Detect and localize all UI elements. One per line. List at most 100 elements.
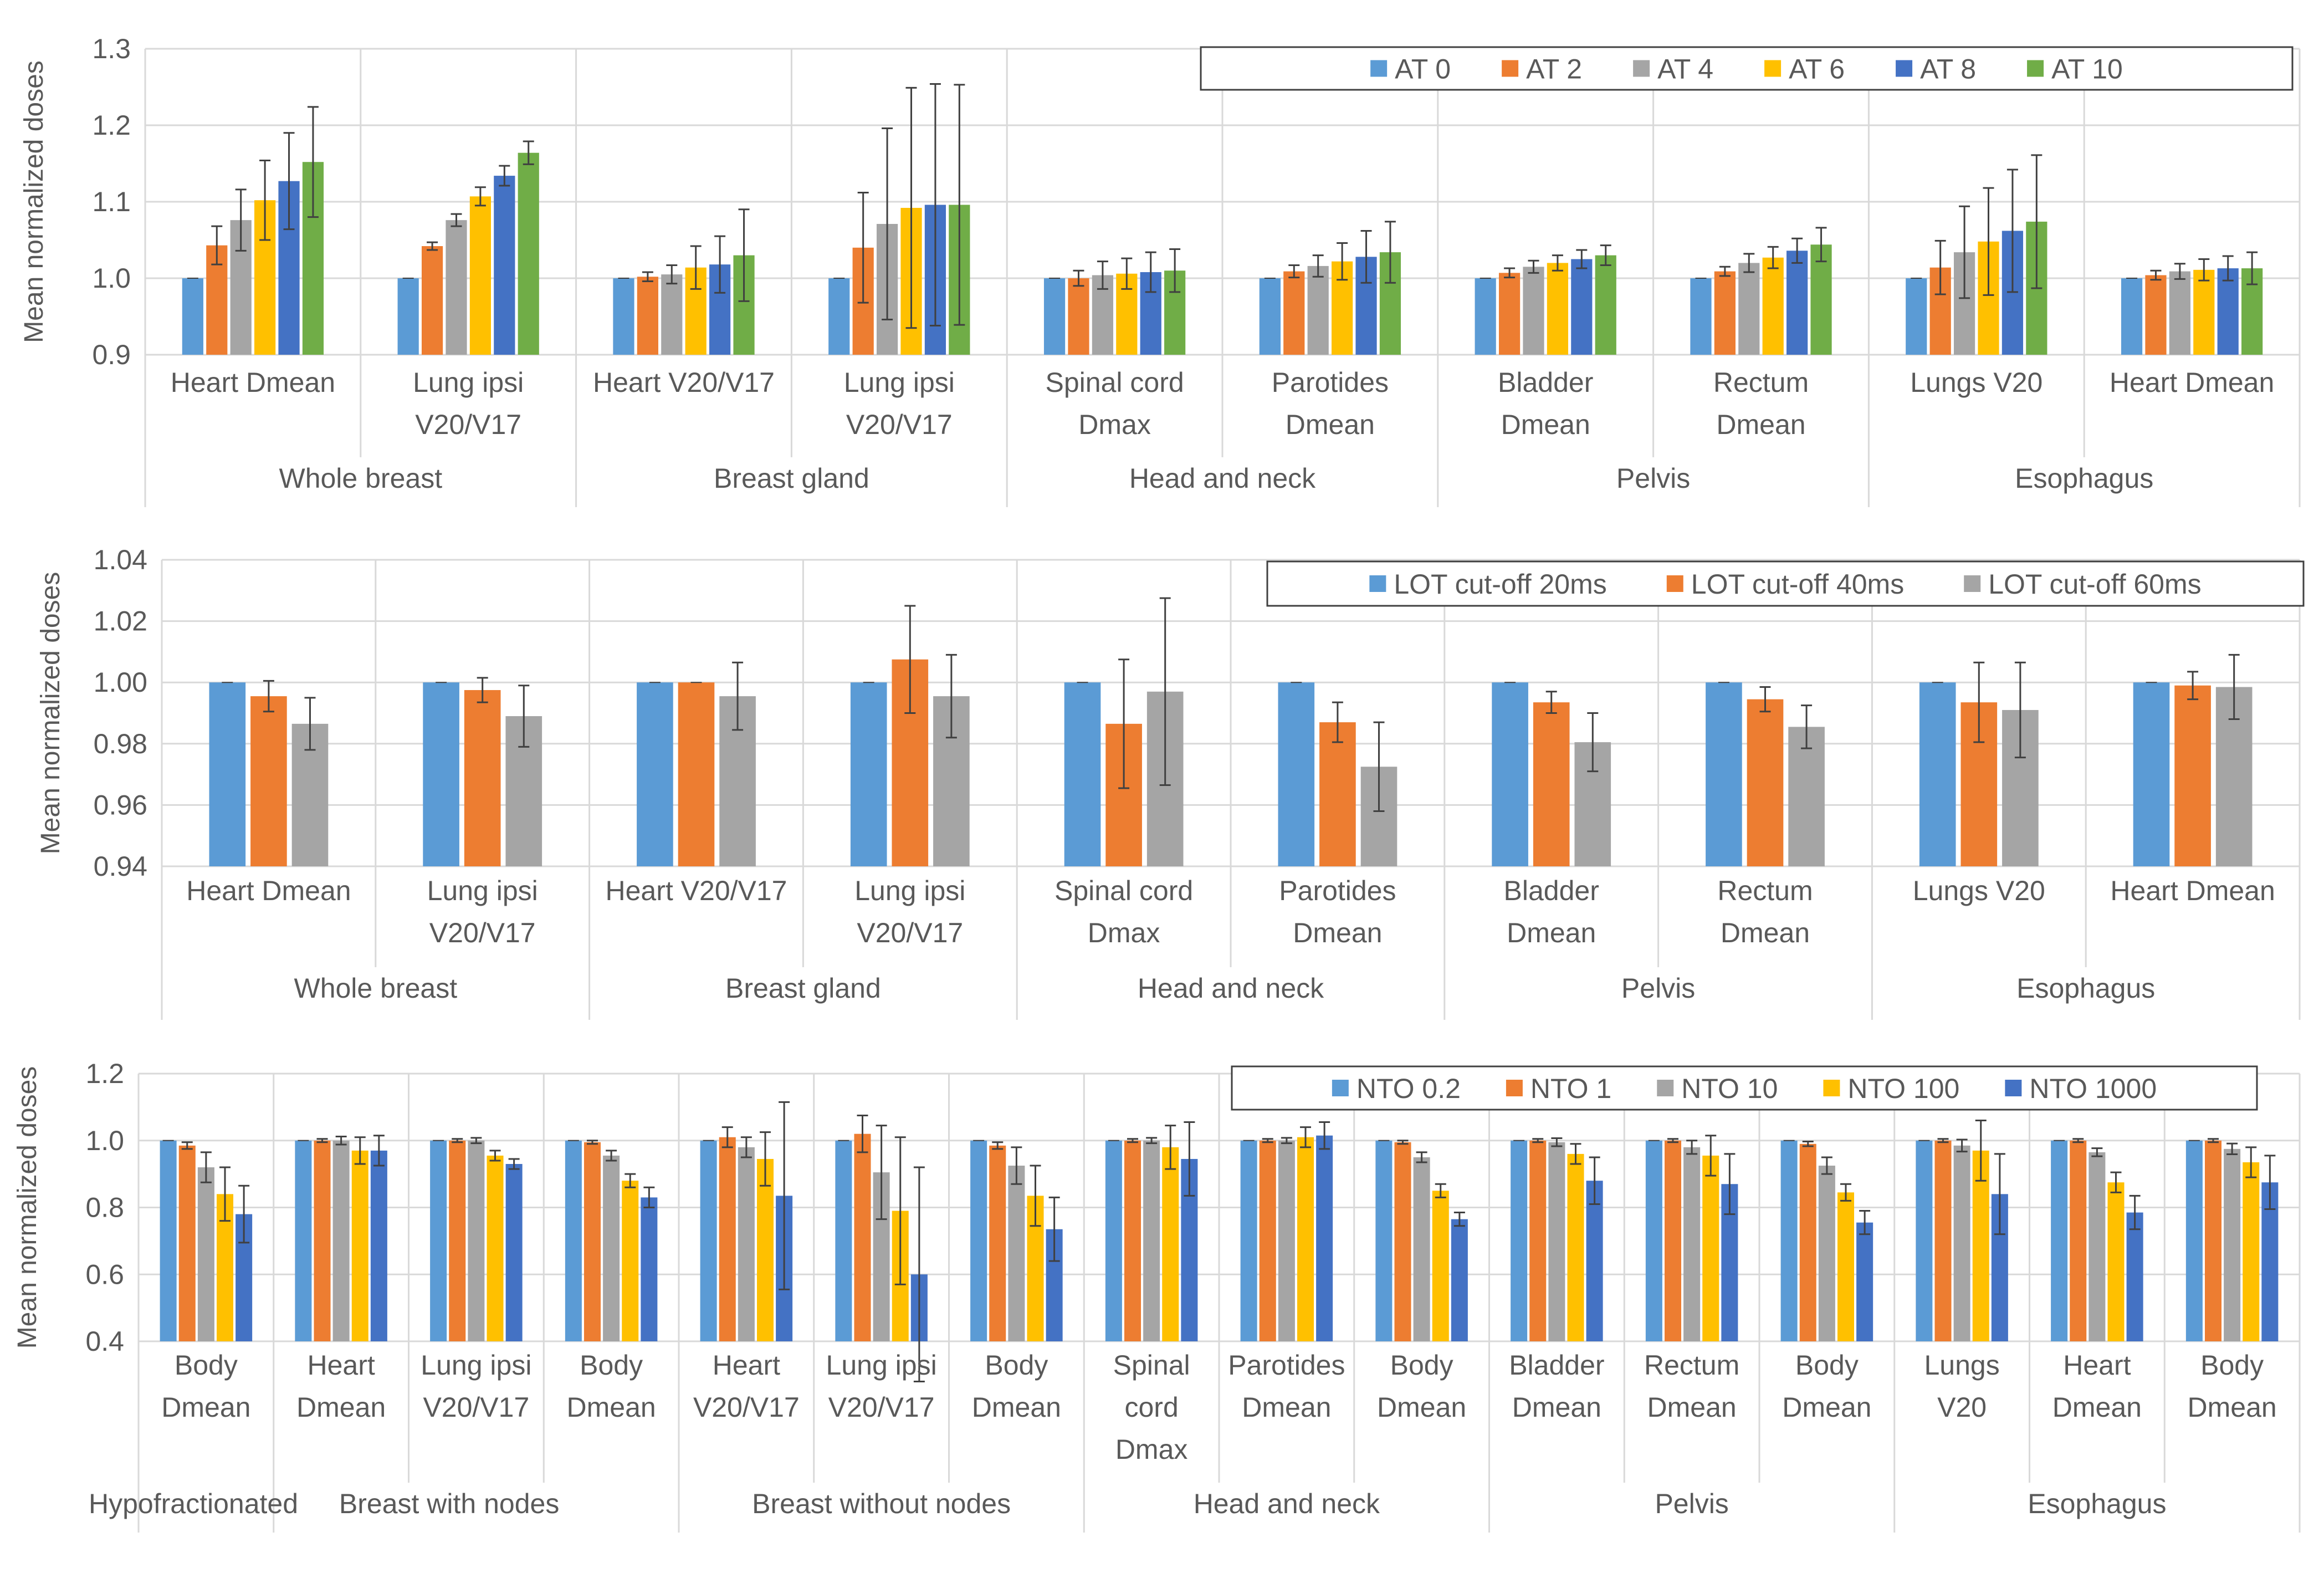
- category-label: Heart: [2063, 1350, 2131, 1381]
- bar: [1972, 1150, 1989, 1341]
- legend-label: AT 10: [2051, 54, 2123, 85]
- bar: [468, 1140, 485, 1341]
- bar: [1683, 1147, 1701, 1341]
- bar: [989, 1145, 1006, 1341]
- legend-swatch: [2005, 1080, 2022, 1096]
- legend-swatch: [1506, 1080, 1523, 1096]
- category-label: Heart Dmean: [2110, 875, 2275, 906]
- y-tick-label: 0.98: [94, 728, 147, 759]
- legend-swatch: [1896, 60, 1913, 77]
- legend-label: AT 6: [1789, 54, 1845, 85]
- bar: [2070, 1140, 2087, 1341]
- group-label: Esophagus: [2015, 463, 2153, 494]
- group-label: Hypofractionated: [89, 1488, 298, 1519]
- bar: [1547, 263, 1569, 355]
- category-label: Dmean: [1293, 917, 1382, 948]
- bar: [2107, 1182, 2125, 1341]
- category-label: Lungs V20: [1913, 875, 2045, 906]
- bar: [1511, 1140, 1528, 1341]
- bar: [1702, 1155, 1719, 1341]
- bar: [1394, 1142, 1411, 1341]
- bar: [637, 682, 673, 866]
- bar: [1124, 1140, 1141, 1341]
- category-label: Body: [2200, 1350, 2264, 1381]
- bar: [603, 1155, 620, 1341]
- y-tick-label: 1.2: [92, 110, 131, 141]
- category-label: Dmax: [1078, 409, 1151, 440]
- bar: [565, 1140, 582, 1341]
- y-axis-title: Mean normalized doses: [19, 60, 49, 343]
- legend-label: NTO 0.2: [1356, 1073, 1461, 1104]
- category-label: Parotides: [1272, 367, 1389, 398]
- legend-swatch: [1823, 1080, 1840, 1096]
- legend-swatch: [1964, 575, 1981, 592]
- bar: [1307, 265, 1329, 355]
- bar: [641, 1197, 658, 1341]
- y-tick-label: 0.8: [85, 1192, 124, 1223]
- bar: [464, 690, 501, 866]
- category-label: Dmean: [2052, 1392, 2142, 1423]
- bar: [1906, 278, 1927, 355]
- bar: [1916, 1140, 1933, 1341]
- bar: [2174, 685, 2211, 866]
- bar: [197, 1167, 214, 1341]
- y-tick-label: 0.6: [85, 1259, 124, 1290]
- bar: [250, 696, 287, 866]
- bar: [583, 1142, 601, 1341]
- legend-box: [1200, 46, 2294, 91]
- bar: [1043, 278, 1066, 355]
- legend-swatch: [2027, 60, 2044, 77]
- bar: [1567, 1153, 1584, 1341]
- group-label: Breast gland: [725, 973, 881, 1004]
- bar: [1259, 1140, 1276, 1341]
- chart-lot-cutoff: 0.94 0.96 0.98 1.00 1.02 1.04 Mean normalized …: [36, 544, 2305, 1020]
- bar: [738, 1147, 755, 1341]
- group-label: Esophagus: [2028, 1488, 2166, 1519]
- bar: [2169, 271, 2190, 355]
- legend-swatch: [1633, 60, 1650, 77]
- category-label: V20/V17: [693, 1392, 800, 1423]
- bar: [1451, 1219, 1468, 1341]
- y-axis-title: Mean normalized doses: [13, 1066, 42, 1349]
- group-label: Pelvis: [1621, 973, 1695, 1004]
- category-label: Lung ipsi: [854, 875, 965, 906]
- bar: [449, 1140, 466, 1341]
- category-label: Body: [580, 1350, 643, 1381]
- legend-swatch: [1657, 1080, 1674, 1096]
- category-label: Bladder: [1509, 1350, 1604, 1381]
- category-label: Lung ipsi: [844, 367, 955, 398]
- group-label: Breast without nodes: [752, 1488, 1011, 1519]
- bar: [421, 246, 443, 355]
- bar: [2121, 278, 2143, 355]
- category-label: Dmean: [2188, 1392, 2277, 1423]
- category-label: Dmean: [567, 1392, 656, 1423]
- y-tick-label: 0.9: [92, 339, 131, 370]
- bar: [1529, 1140, 1547, 1341]
- category-label: Lung ipsi: [427, 875, 538, 906]
- legend-swatch: [1502, 60, 1519, 77]
- bar: [1645, 1140, 1662, 1341]
- category-label: Lungs: [1924, 1350, 2000, 1381]
- category-label: Lung ipsi: [826, 1350, 937, 1381]
- category-label: Lungs V20: [1910, 367, 2043, 398]
- group-label: Head and neck: [1129, 463, 1316, 494]
- legend-label: LOT cut-off 60ms: [1988, 569, 2201, 600]
- y-axis-title: Mean normalized doses: [36, 572, 65, 855]
- bar: [1008, 1166, 1025, 1341]
- bar: [700, 1140, 717, 1341]
- category-label: Dmean: [1782, 1392, 1871, 1423]
- bar: [970, 1140, 987, 1341]
- bar: [1492, 682, 1528, 866]
- category-label: V20/V17: [415, 409, 521, 440]
- bar: [1856, 1222, 1873, 1341]
- bar: [828, 278, 850, 355]
- group-label: Whole breast: [279, 463, 443, 494]
- y-tick-label: 1.0: [92, 263, 131, 294]
- bar: [430, 1140, 447, 1341]
- category-label: Dmean: [161, 1392, 250, 1423]
- bar: [1548, 1142, 1565, 1341]
- legend-swatch: [1332, 1080, 1349, 1096]
- group-label: Head and neck: [1194, 1488, 1380, 1519]
- category-label: Dmean: [296, 1392, 386, 1423]
- chart-nto: 0.4 0.6 0.8 1.0 1.2 Mean normalized doses Body…: [13, 1058, 2301, 1533]
